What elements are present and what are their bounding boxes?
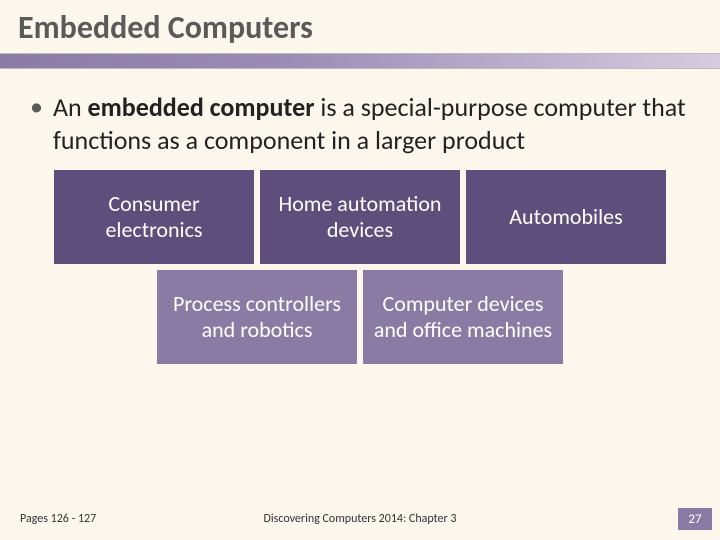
bullet-item: • An embedded computer is a special-purp… [30, 91, 690, 156]
category-box: Automobiles [466, 170, 666, 264]
book-reference: Discovering Computers 2014: Chapter 3 [264, 512, 457, 526]
content-area: • An embedded computer is a special-purp… [0, 69, 720, 374]
category-box: Home automation devices [260, 170, 460, 264]
title-area: Embedded Computers [0, 0, 720, 49]
boxes-row-1: Consumer electronics Home automation dev… [30, 170, 690, 264]
boxes-row-2: Process controllers and robotics Compute… [30, 270, 690, 364]
title-underline [0, 53, 720, 69]
bullet-bold-term: embedded computer [88, 91, 315, 123]
bullet-prefix: An [53, 91, 88, 123]
bullet-text: An embedded computer is a special-purpos… [53, 91, 690, 156]
category-box: Consumer electronics [54, 170, 254, 264]
slide-title: Embedded Computers [18, 8, 702, 47]
category-box: Computer devices and office machines [363, 270, 563, 364]
page-number: 27 [678, 508, 712, 530]
category-box: Process controllers and robotics [157, 270, 357, 364]
pages-reference: Pages 126 - 127 [8, 512, 96, 526]
bullet-marker: • [30, 91, 43, 122]
footer: Pages 126 - 127 Discovering Computers 20… [0, 508, 720, 530]
